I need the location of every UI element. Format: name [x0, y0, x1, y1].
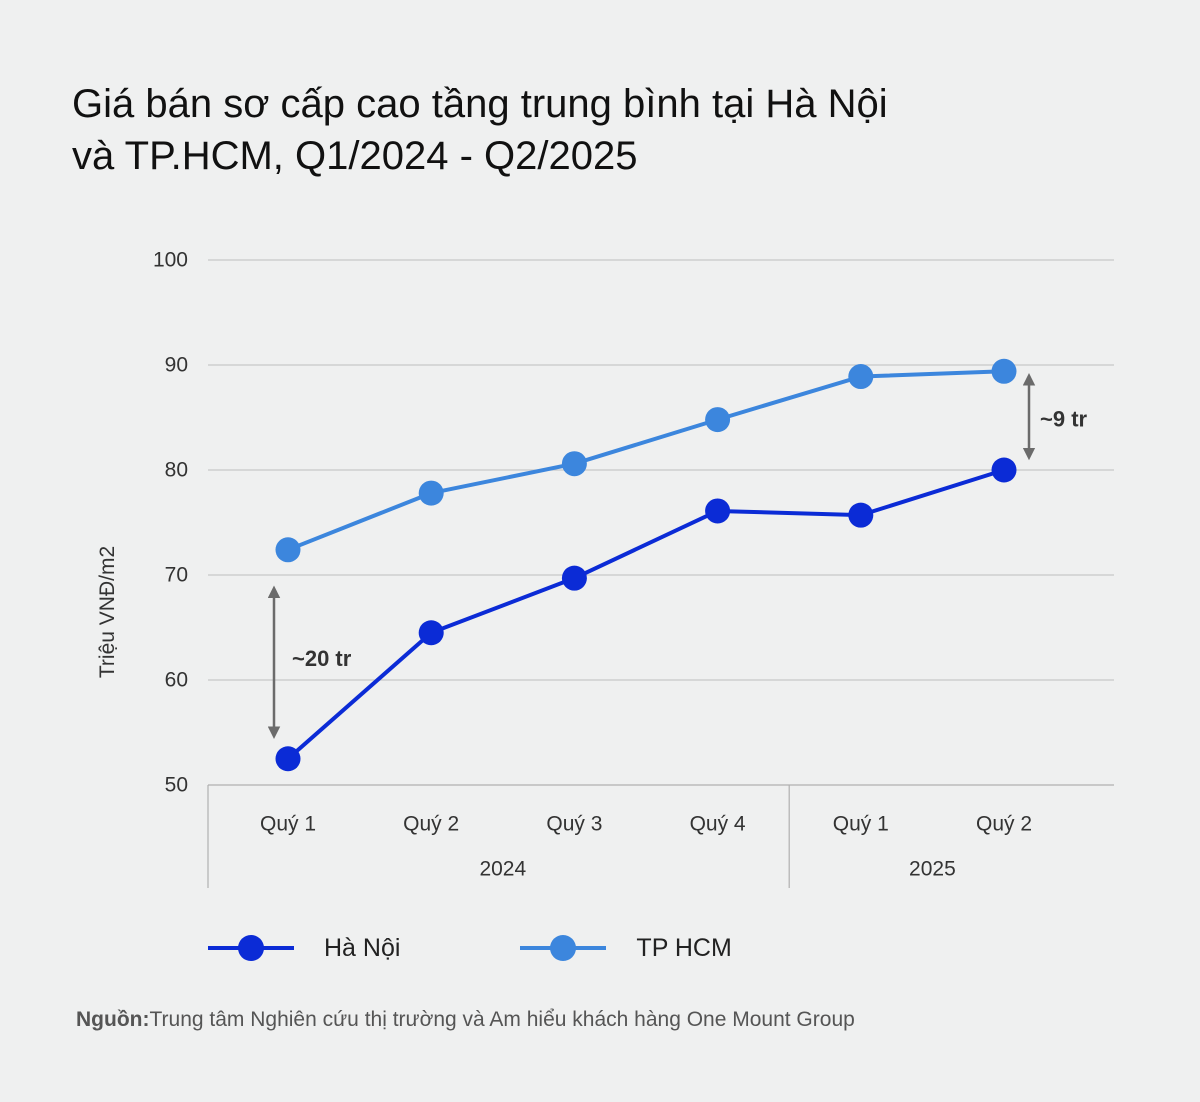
- x-group-label-2025: 2025: [909, 858, 956, 881]
- x-tick-label-4: Quý 1: [833, 813, 889, 836]
- data-point-s1-0: [275, 537, 301, 563]
- legend-item-ha-noi: Hà Nội: [208, 934, 400, 963]
- y-tick-label-70: 70: [165, 564, 188, 587]
- legend-label-tp-hcm: TP HCM: [636, 933, 732, 962]
- data-point-s0-2: [561, 565, 587, 591]
- x-group-label-2024: 2024: [479, 858, 526, 881]
- y-tick-label-50: 50: [165, 774, 188, 797]
- y-tick-label-100: 100: [153, 249, 188, 272]
- legend-swatch-tp-hcm: [520, 935, 607, 961]
- x-tick-label-2: Quý 3: [546, 813, 602, 836]
- chart-title-line-2: và TP.HCM, Q1/2024 - Q2/2025: [72, 134, 638, 178]
- y-tick-label-60: 60: [165, 669, 188, 692]
- data-point-s1-5: [991, 358, 1017, 384]
- data-point-s1-1: [418, 480, 444, 506]
- source-text: Trung tâm Nghiên cứu thị trường và Am hi…: [149, 1008, 855, 1031]
- legend-swatch-ha-noi: [208, 935, 294, 961]
- gap-label-start: ~20 tr: [292, 646, 352, 671]
- data-point-s1-4: [848, 364, 874, 390]
- legend-item-tp-hcm: TP HCM: [520, 933, 732, 963]
- data-point-s0-0: [275, 746, 301, 772]
- data-point-s1-3: [705, 407, 731, 433]
- source-label: Nguồn:: [76, 1008, 150, 1031]
- chart-title-line-1: Giá bán sơ cấp cao tầng trung bình tại H…: [72, 82, 888, 126]
- series-line-1: [286, 369, 1006, 552]
- chart-legend: Hà Nội TP HCM: [208, 922, 732, 974]
- data-point-s0-5: [991, 457, 1017, 483]
- y-axis-label: Triệu VNĐ/m2: [96, 546, 119, 678]
- gap-label-end: ~9 tr: [1040, 406, 1088, 431]
- data-point-s0-1: [418, 620, 444, 646]
- x-tick-label-5: Quý 2: [976, 813, 1032, 836]
- y-tick-label-80: 80: [165, 459, 188, 482]
- source-note: Nguồn:Trung tâm Nghiên cứu thị trường và…: [76, 1008, 855, 1032]
- data-point-s1-2: [561, 451, 587, 477]
- chart-title: Giá bán sơ cấp cao tầng trung bình tại H…: [72, 78, 1072, 182]
- series-line-0: [286, 468, 1006, 761]
- x-tick-label-3: Quý 4: [690, 813, 746, 836]
- line-chart: 50 60 70 80 90 100 Triệu VNĐ/m2 2024 2025 Quý 1 Qu…: [96, 249, 1114, 888]
- legend-label-ha-noi: Hà Nội: [324, 933, 401, 962]
- data-point-s0-3: [705, 498, 731, 524]
- x-tick-label-1: Quý 2: [403, 813, 459, 836]
- x-tick-label-0: Quý 1: [260, 813, 316, 836]
- y-tick-label-90: 90: [165, 354, 188, 377]
- data-point-s0-4: [848, 502, 874, 528]
